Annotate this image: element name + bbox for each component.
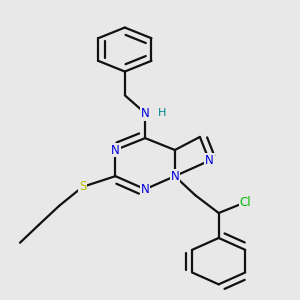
Text: N: N xyxy=(170,170,179,183)
Text: N: N xyxy=(111,143,120,157)
Text: Cl: Cl xyxy=(239,196,251,209)
Text: H: H xyxy=(158,108,166,118)
Text: N: N xyxy=(205,154,214,167)
Text: N: N xyxy=(141,183,149,196)
Text: S: S xyxy=(79,180,86,194)
Text: N: N xyxy=(141,106,149,120)
